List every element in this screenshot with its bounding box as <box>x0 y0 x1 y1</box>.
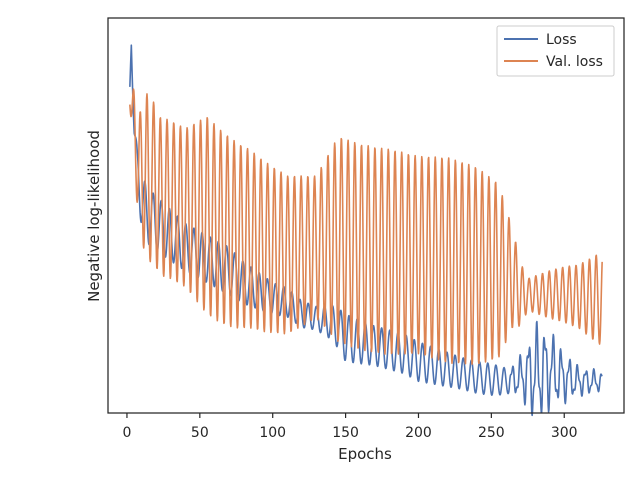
x-tick-label: 250 <box>478 425 505 441</box>
x-axis-ticks: 0 50 100 150 200 250 300 <box>122 413 578 441</box>
plot-area <box>107 17 625 417</box>
series-layer <box>129 44 603 417</box>
x-tick-label: 300 <box>551 425 578 441</box>
x-tick-label: 200 <box>405 425 432 441</box>
x-tick-label: 100 <box>259 425 286 441</box>
y-axis-label: Negative log-likelihood <box>85 130 103 302</box>
x-axis-label: Epochs <box>338 445 392 463</box>
series-line-val-loss <box>129 88 603 365</box>
x-tick-label: 0 <box>122 425 131 441</box>
legend-label-val-loss: Val. loss <box>546 54 603 70</box>
plot-frame <box>107 17 625 414</box>
legend: Loss Val. loss <box>496 25 615 77</box>
x-tick-label: 150 <box>332 425 359 441</box>
x-tick-label: 50 <box>191 425 209 441</box>
legend-label-loss: Loss <box>546 32 577 48</box>
